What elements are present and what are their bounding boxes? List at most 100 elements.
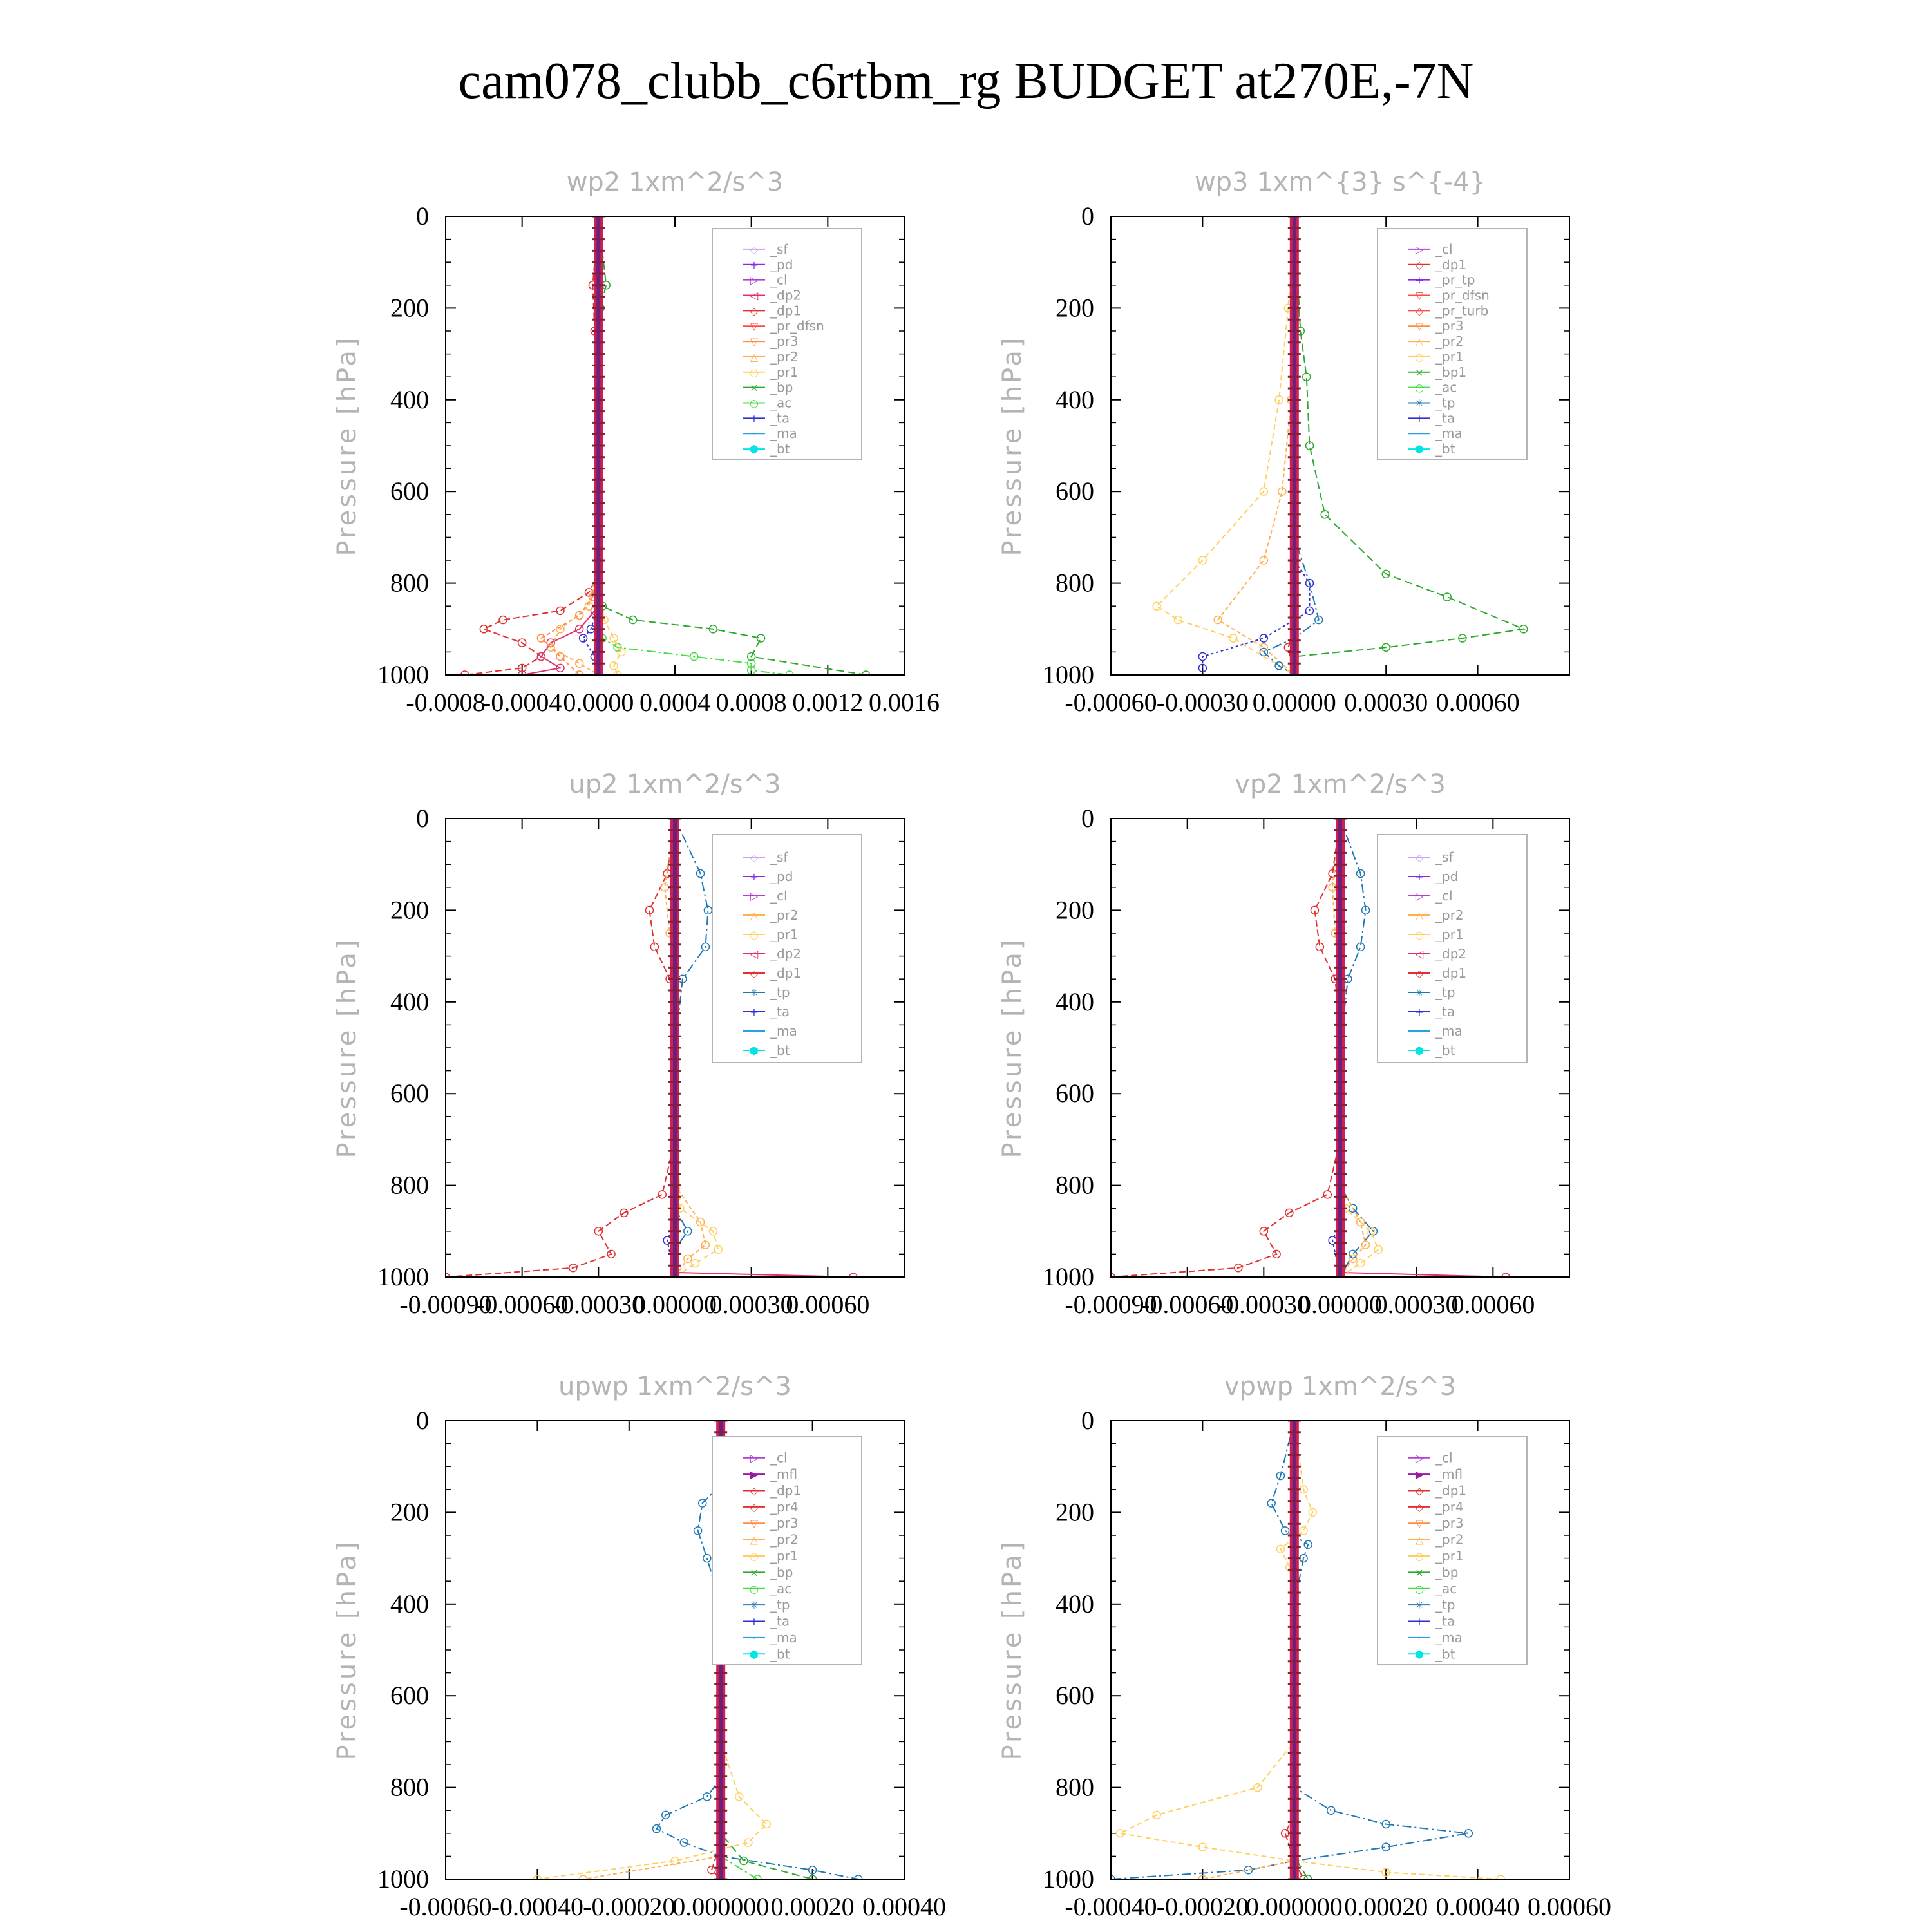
legend-label-pr1: _pr1 xyxy=(770,927,799,942)
panel-title: wp3 1xm^{3} s^{-4} xyxy=(1195,167,1486,197)
legend-marker-dp1: ◇ xyxy=(1416,259,1424,271)
y-tick-label: 0 xyxy=(416,804,429,833)
legend-box xyxy=(712,1436,862,1665)
data-point-pr2 xyxy=(578,1875,588,1879)
data-point-dp1 xyxy=(594,1227,603,1236)
data-point-dp1 xyxy=(1299,1875,1308,1879)
data-point-tp xyxy=(1276,1471,1285,1481)
legend-label-ma: _ma xyxy=(770,1023,797,1039)
y-tick-label: 600 xyxy=(1056,1681,1094,1710)
data-point-tp xyxy=(696,869,705,878)
legend-marker-cl: ▷ xyxy=(1416,1452,1424,1464)
legend-marker-ma: · xyxy=(752,1632,755,1644)
y-tick-label: 800 xyxy=(390,569,429,598)
legend-marker-tp: ✳ xyxy=(750,1599,758,1611)
legend-marker-tp: ✳ xyxy=(1415,987,1423,999)
data-point-tp xyxy=(1464,1829,1473,1838)
data-point-pr1 xyxy=(617,647,626,657)
y-tick-label: 800 xyxy=(390,1171,429,1200)
series-line-ta xyxy=(1202,216,1311,668)
legend-marker-dp2: ◁ xyxy=(750,290,759,302)
data-point-pr1 xyxy=(533,1875,542,1879)
legend-marker-sf: ◇ xyxy=(750,851,759,864)
data-point-tp xyxy=(679,1838,688,1847)
legend-box xyxy=(712,228,862,460)
data-point-bp xyxy=(739,1856,748,1866)
legend-label-cl: _cl xyxy=(770,272,788,288)
x-tick-label: -0.00020 xyxy=(1157,1892,1249,1921)
data-point-tp xyxy=(1356,869,1365,878)
series-line-pr2 xyxy=(583,1421,722,1879)
legend-box xyxy=(1377,834,1528,1063)
data-point-pr1 xyxy=(1198,1842,1208,1852)
legend-label-ac: _ac xyxy=(1435,380,1457,395)
x-tick-label: -0.00040 xyxy=(491,1892,583,1921)
legend-marker-mfl: ▶ xyxy=(750,1468,759,1481)
data-point-dp1 xyxy=(607,1249,616,1259)
y-tick-label: 1000 xyxy=(377,1864,429,1893)
legend-label-bp: _bp xyxy=(770,380,793,395)
legend-label-tp: _tp xyxy=(770,985,790,1000)
legend-label-pr1: _pr1 xyxy=(1435,927,1464,942)
series-line-tp xyxy=(1111,1421,1469,1879)
data-point-pr2 xyxy=(1278,487,1287,496)
data-point-pr2 xyxy=(1198,1875,1208,1879)
y-tick-label: 800 xyxy=(390,1773,429,1802)
x-tick-label: 0.00000 xyxy=(1253,688,1336,717)
legend-label-bt: _bt xyxy=(1435,441,1455,457)
legend-marker-cl: ▷ xyxy=(750,1452,759,1464)
data-point-tp xyxy=(1381,1842,1390,1852)
data-point-pr1 xyxy=(734,1792,744,1801)
x-tick-label: 0.00030 xyxy=(710,1290,793,1319)
y-tick-label: 0 xyxy=(1081,804,1094,833)
legend: ▷ _cl ▶ _mfl ◇ _dp1 ◇ _pr4 ▽ _pr3 △ _pr2 ○ _pr1 × _bp ○ _… xyxy=(1377,1436,1528,1665)
legend-marker-pr-dfsn: ▽ xyxy=(1416,290,1424,302)
legend-box xyxy=(1377,228,1528,460)
data-point-tp xyxy=(1314,615,1323,625)
data-point-bp1 xyxy=(1302,372,1311,381)
data-point-bp1 xyxy=(1381,569,1390,579)
legend-marker-dp2: ◁ xyxy=(1415,948,1424,960)
x-tick-label: -0.00060 xyxy=(476,1290,568,1319)
data-point-bp xyxy=(746,652,756,661)
data-point-tp xyxy=(1259,647,1269,657)
legend-marker-pr1: ○ xyxy=(1415,1550,1424,1562)
legend-marker-sf: ◇ xyxy=(750,243,759,256)
data-point-pr1 xyxy=(1276,1544,1285,1554)
data-point-tp xyxy=(1356,942,1365,952)
chart-panel-1: wp2 1xm^2/s^3 Pressure [hPa] 0 200 400 600 800… xyxy=(332,167,940,717)
data-point-dp1 xyxy=(1234,1264,1243,1273)
legend-label-tp: _tp xyxy=(770,1597,790,1613)
data-point-dp2 xyxy=(574,625,584,634)
y-tick-label: 800 xyxy=(1056,1773,1094,1802)
y-axis-label: Pressure [hPa] xyxy=(998,938,1027,1159)
legend-marker-tp: ✳ xyxy=(750,987,758,999)
y-tick-label: 0 xyxy=(416,202,429,231)
legend-marker-pr2: △ xyxy=(1416,1534,1424,1546)
data-point-tp xyxy=(703,1553,712,1563)
x-tick-label: 0.00030 xyxy=(1344,688,1428,717)
data-point-pr1 xyxy=(714,1245,723,1255)
series-line-pr1 xyxy=(598,216,623,675)
x-tick-label: 0.00060 xyxy=(1451,1290,1535,1319)
legend-marker-ta: + xyxy=(750,1616,758,1628)
y-tick-label: 400 xyxy=(390,1589,429,1618)
data-point-pr1 xyxy=(762,1819,772,1829)
legend-marker-pr2: △ xyxy=(1416,909,1424,922)
data-point-bp xyxy=(1303,1875,1312,1879)
plot-frame xyxy=(1110,1420,1570,1880)
legend-marker-dp1: ◇ xyxy=(1416,967,1424,980)
data-point-dp1 xyxy=(658,1190,667,1199)
legend-marker-pr1: ○ xyxy=(1415,351,1424,363)
legend-marker-mfl: ▶ xyxy=(1416,1468,1424,1481)
legend-label-bt: _bt xyxy=(770,1646,790,1662)
x-tick-label: 0.0016 xyxy=(869,688,940,717)
legend-label-dp1: _dp1 xyxy=(770,965,801,981)
legend-label-pr1: _pr1 xyxy=(770,1548,799,1564)
data-point-pr2 xyxy=(1259,643,1269,652)
legend: ◇ _sf + _pd ▷ _cl △ _pr2 ○ _pr1 ◁ _dp2 ◇ _dp1 ✳ _tp + _ta… xyxy=(1377,834,1528,1063)
legend-label-pr2: _pr2 xyxy=(770,1532,799,1548)
legend-label-pd: _pd xyxy=(770,869,793,884)
data-point-ac xyxy=(746,666,756,675)
data-point-dp1 xyxy=(556,606,565,616)
